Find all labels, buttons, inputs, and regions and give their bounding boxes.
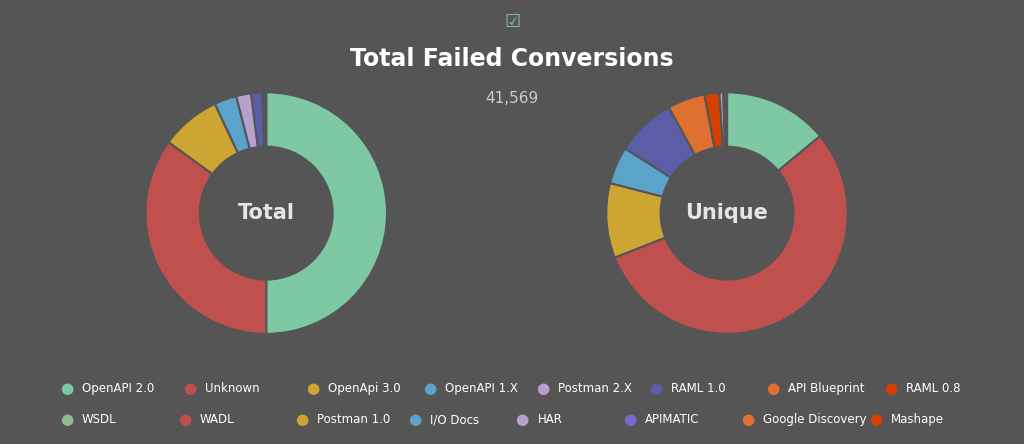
Text: OpenAPI 1.X: OpenAPI 1.X (445, 382, 518, 395)
Text: API Blueprint: API Blueprint (788, 382, 865, 395)
Text: ☑: ☑ (504, 13, 520, 32)
Text: HAR: HAR (538, 413, 562, 426)
Text: ●: ● (869, 412, 882, 427)
Text: I/O Docs: I/O Docs (430, 413, 479, 426)
Text: ●: ● (649, 381, 662, 396)
Text: WSDL: WSDL (82, 413, 117, 426)
Text: OpenAPI 2.0: OpenAPI 2.0 (82, 382, 155, 395)
Text: ●: ● (741, 412, 754, 427)
Text: 41,569: 41,569 (485, 91, 539, 106)
Text: Unknown: Unknown (205, 382, 259, 395)
Text: ●: ● (60, 381, 73, 396)
Wedge shape (237, 93, 258, 149)
Wedge shape (720, 92, 725, 147)
Wedge shape (215, 96, 250, 153)
Wedge shape (614, 136, 848, 334)
Wedge shape (266, 92, 387, 334)
Text: WADL: WADL (200, 413, 234, 426)
Text: ●: ● (306, 381, 318, 396)
Wedge shape (727, 92, 820, 171)
Text: ●: ● (183, 381, 196, 396)
Text: RAML 1.0: RAML 1.0 (671, 382, 725, 395)
Wedge shape (726, 92, 727, 147)
Wedge shape (169, 104, 238, 174)
Wedge shape (669, 95, 715, 155)
Text: ●: ● (296, 412, 308, 427)
Wedge shape (723, 92, 726, 147)
Text: Postman 1.0: Postman 1.0 (317, 413, 391, 426)
Text: ●: ● (537, 381, 549, 396)
Wedge shape (705, 93, 723, 148)
Wedge shape (265, 92, 266, 147)
Text: Google Discovery: Google Discovery (763, 413, 866, 426)
Text: Postman 2.X: Postman 2.X (558, 382, 632, 395)
Wedge shape (610, 148, 671, 197)
Wedge shape (625, 107, 695, 178)
Text: ●: ● (885, 381, 897, 396)
Text: Mashape: Mashape (891, 413, 944, 426)
Text: Unique: Unique (686, 203, 768, 223)
Text: Total: Total (238, 203, 295, 223)
Text: Total Failed Conversions: Total Failed Conversions (350, 47, 674, 71)
Text: ●: ● (178, 412, 190, 427)
Text: ●: ● (624, 412, 636, 427)
Text: ●: ● (516, 412, 528, 427)
Wedge shape (262, 92, 265, 147)
Text: APIMATIC: APIMATIC (645, 413, 699, 426)
Text: RAML 0.8: RAML 0.8 (906, 382, 961, 395)
Wedge shape (606, 183, 666, 258)
Text: ●: ● (60, 412, 73, 427)
Text: ●: ● (409, 412, 421, 427)
Wedge shape (145, 142, 266, 334)
Wedge shape (251, 92, 264, 147)
Text: ●: ● (424, 381, 436, 396)
Text: ●: ● (767, 381, 779, 396)
Text: OpenApi 3.0: OpenApi 3.0 (328, 382, 400, 395)
